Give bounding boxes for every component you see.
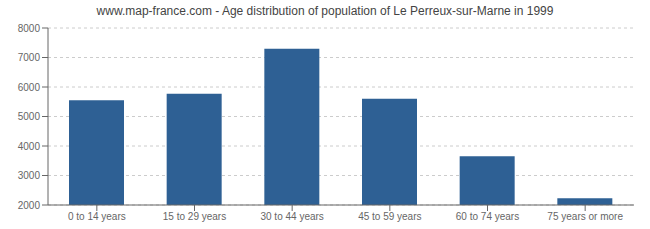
svg-text:3000: 3000: [18, 170, 41, 181]
svg-text:45 to 59 years: 45 to 59 years: [358, 211, 421, 222]
svg-text:60 to 74 years: 60 to 74 years: [456, 211, 519, 222]
svg-text:75 years or more: 75 years or more: [547, 211, 623, 222]
svg-text:30 to 44 years: 30 to 44 years: [260, 211, 323, 222]
svg-text:0 to 14 years: 0 to 14 years: [68, 211, 126, 222]
svg-text:4000: 4000: [18, 141, 41, 152]
svg-text:5000: 5000: [18, 111, 41, 122]
svg-text:6000: 6000: [18, 82, 41, 93]
svg-text:15 to 29 years: 15 to 29 years: [163, 211, 226, 222]
html-text:www.map-france.com - Age distr: www.map-france.com - Age distribution of…: [96, 4, 554, 18]
svg-text:7000: 7000: [18, 52, 41, 63]
svg-text:2000: 2000: [18, 200, 41, 211]
svg-text:8000: 8000: [18, 23, 41, 34]
